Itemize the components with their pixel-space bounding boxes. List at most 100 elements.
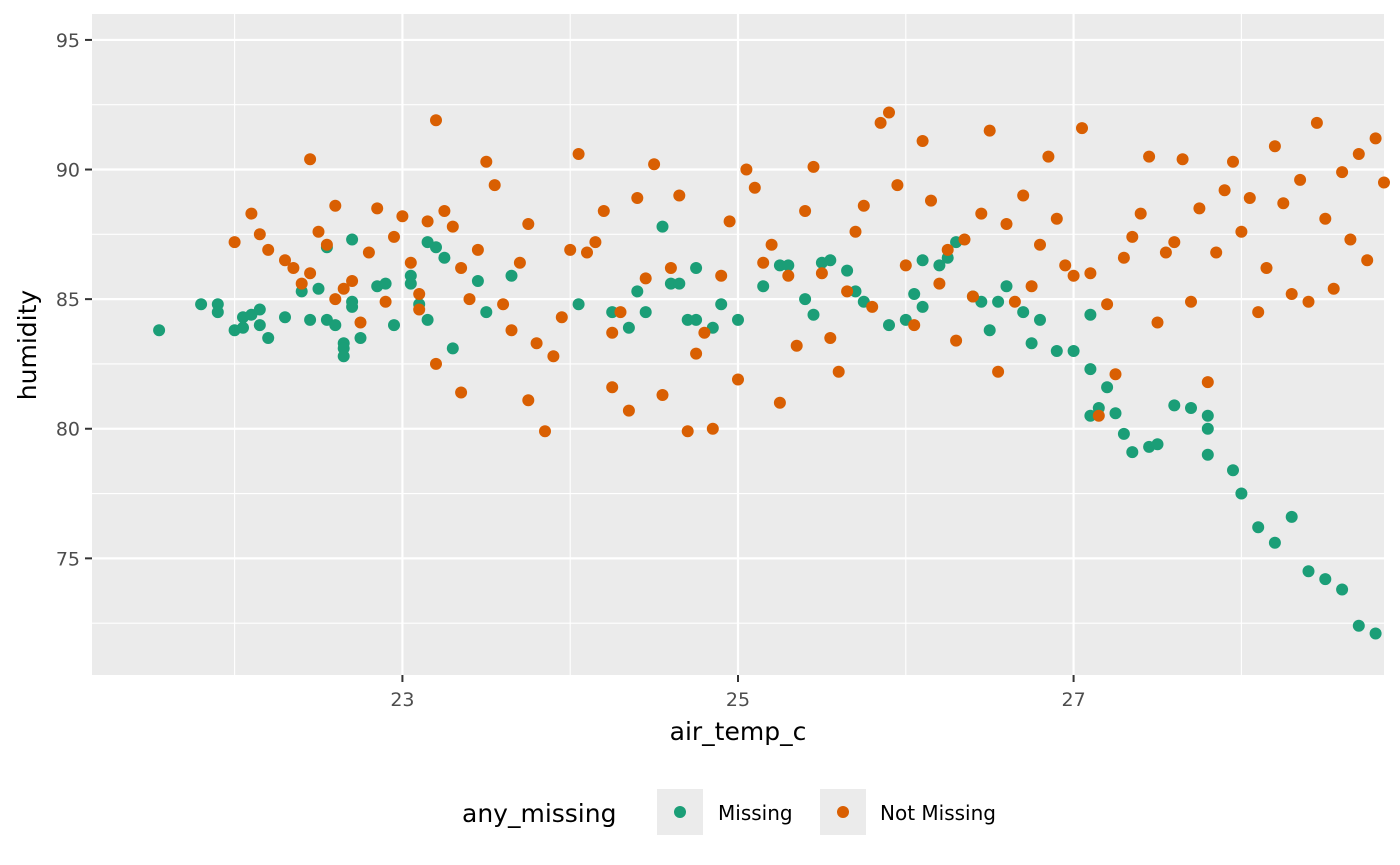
data-points — [153, 106, 1390, 640]
point-not-missing — [320, 238, 333, 251]
point-missing — [1168, 399, 1181, 412]
point-not-missing — [1176, 153, 1189, 166]
point-not-missing — [1310, 116, 1323, 129]
point-not-missing — [916, 135, 929, 147]
point-missing — [329, 319, 342, 332]
point-not-missing — [547, 350, 560, 363]
point-not-missing — [1076, 122, 1088, 135]
point-missing — [1017, 306, 1030, 319]
point-not-missing — [1327, 282, 1340, 295]
point-not-missing — [455, 386, 468, 399]
point-missing — [304, 313, 317, 326]
y-axis: 75 80 85 90 95 — [56, 30, 92, 570]
point-missing — [404, 269, 417, 282]
point-not-missing — [639, 272, 652, 285]
point-not-missing — [849, 225, 862, 238]
y-tick-label: 95 — [56, 30, 80, 52]
point-not-missing — [446, 220, 459, 233]
point-not-missing — [530, 337, 543, 350]
point-missing — [379, 277, 392, 290]
point-missing — [1252, 521, 1265, 534]
point-missing — [1268, 536, 1281, 549]
point-not-missing — [388, 230, 400, 243]
point-not-missing — [1143, 150, 1156, 163]
point-missing — [690, 262, 703, 274]
point-missing — [631, 285, 644, 298]
y-tick-label: 80 — [56, 419, 80, 441]
point-not-missing — [572, 148, 585, 160]
point-not-missing — [891, 179, 904, 192]
point-missing — [1227, 464, 1239, 477]
legend-label-missing: Missing — [718, 801, 793, 825]
point-not-missing — [950, 334, 963, 347]
point-missing — [1369, 627, 1382, 640]
point-not-missing — [925, 194, 937, 207]
y-tick-label: 90 — [56, 160, 80, 182]
point-missing — [841, 264, 854, 277]
point-missing — [883, 319, 895, 332]
point-not-missing — [732, 373, 744, 386]
point-missing — [639, 306, 652, 319]
point-not-missing — [497, 298, 510, 311]
point-missing — [253, 319, 266, 332]
point-not-missing — [908, 319, 921, 332]
point-not-missing — [1034, 238, 1046, 251]
point-not-missing — [1050, 212, 1063, 225]
point-not-missing — [522, 394, 535, 407]
point-missing — [279, 311, 291, 324]
point-not-missing — [396, 210, 409, 223]
point-missing — [1000, 280, 1013, 293]
point-missing — [1025, 337, 1038, 350]
point-not-missing — [874, 116, 887, 129]
point-missing — [681, 313, 694, 326]
point-missing — [1117, 427, 1130, 440]
x-tick-label: 25 — [726, 689, 750, 711]
point-not-missing — [421, 215, 434, 228]
point-missing — [908, 288, 921, 300]
point-missing — [732, 313, 744, 326]
point-not-missing — [1319, 212, 1332, 225]
point-not-missing — [1378, 176, 1390, 189]
point-not-missing — [1134, 207, 1147, 220]
point-not-missing — [539, 425, 551, 438]
point-missing — [849, 285, 862, 298]
point-not-missing — [866, 300, 879, 313]
point-not-missing — [698, 326, 711, 339]
point-missing — [505, 269, 518, 282]
point-not-missing — [757, 256, 770, 269]
point-missing — [773, 259, 786, 272]
point-missing — [1302, 565, 1315, 578]
point-missing — [262, 332, 275, 344]
point-missing — [1101, 381, 1114, 394]
point-not-missing — [857, 199, 870, 212]
point-missing — [1151, 438, 1164, 451]
point-not-missing — [1361, 254, 1374, 267]
point-not-missing — [1352, 148, 1365, 160]
point-missing — [1352, 619, 1365, 632]
point-not-missing — [1042, 150, 1055, 163]
point-missing — [153, 324, 166, 337]
point-not-missing — [312, 225, 325, 238]
point-not-missing — [413, 303, 426, 316]
x-tick-label: 23 — [390, 689, 414, 711]
point-not-missing — [1017, 189, 1030, 202]
point-missing — [673, 277, 686, 290]
point-not-missing — [1336, 166, 1349, 179]
point-not-missing — [1218, 184, 1231, 197]
point-missing — [312, 282, 325, 295]
point-not-missing — [1235, 225, 1248, 238]
point-missing — [480, 306, 493, 319]
point-not-missing — [706, 422, 719, 435]
point-not-missing — [664, 262, 677, 274]
point-not-missing — [673, 189, 686, 202]
point-not-missing — [1008, 295, 1021, 308]
point-not-missing — [522, 218, 535, 230]
point-missing — [1285, 510, 1298, 523]
point-not-missing — [1285, 288, 1298, 300]
point-missing — [799, 293, 812, 306]
point-missing — [1084, 308, 1097, 321]
point-not-missing — [589, 236, 602, 249]
point-not-missing — [815, 267, 828, 280]
point-not-missing — [1092, 409, 1105, 422]
